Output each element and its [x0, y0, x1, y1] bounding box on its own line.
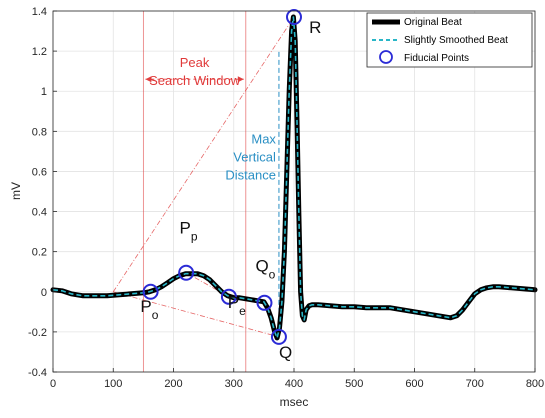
x-tick-label: 700: [466, 378, 484, 390]
annotation-po-main: P: [140, 297, 151, 316]
legend: Original Beat Slightly Smoothed Beat Fid…: [366, 12, 533, 68]
fiducial-point-marker: [178, 264, 195, 281]
max-distance-label-line: Max: [251, 131, 276, 146]
x-tick-label: 100: [104, 378, 122, 390]
x-tick-label: 0: [50, 378, 56, 390]
y-tick-label: 0.4: [32, 207, 47, 219]
annotation-pp-main: P: [180, 219, 191, 238]
peak-window-label-line: Peak: [180, 55, 210, 70]
fiducial-point-marker: [220, 288, 237, 305]
annotation-pe-sub: e: [239, 304, 246, 318]
annotation-pp: Pp: [180, 219, 198, 244]
annotation-qo-main: Q: [255, 257, 268, 276]
max-distance-label-line: Vertical: [233, 149, 276, 164]
y-tick-label: -0.2: [28, 327, 47, 339]
peak-window-label-line: Search Window: [149, 73, 241, 88]
annotation-qo: Qo: [255, 257, 275, 282]
search-window-arrow-left: [145, 76, 152, 83]
y-tick-label: 0.8: [32, 126, 47, 138]
annotation-pe-main: P: [228, 293, 239, 312]
series-line-smoothed-beat: [52, 16, 536, 339]
y-tick-label: 0.6: [32, 166, 47, 178]
fiducial-point-marker: [270, 328, 287, 345]
x-tick-label: 200: [164, 378, 182, 390]
legend-label-original: Original Beat: [404, 17, 462, 28]
annotation-pp-sub: p: [191, 230, 198, 244]
annotation-q-main: Q: [279, 343, 292, 362]
search-window-arrow-right: [237, 76, 244, 83]
fiducial-point-marker: [142, 283, 159, 300]
annotation-po: Po: [140, 297, 158, 322]
x-axis-label: msec: [280, 395, 309, 409]
series-layer: [50, 14, 538, 341]
x-tick-label: 600: [405, 378, 423, 390]
y-tick-label: 0: [41, 287, 47, 299]
y-tick-label: 1.2: [32, 46, 47, 58]
legend-swatch-fiducial: [379, 50, 393, 64]
legend-label-smoothed: Slightly Smoothed Beat: [404, 35, 508, 46]
guide-line: [112, 16, 295, 292]
y-tick-label: 0.2: [32, 247, 47, 259]
y-tick-label: 1.4: [32, 6, 47, 18]
fiducial-markers: [142, 9, 302, 345]
x-tick-label: 300: [225, 378, 243, 390]
annotation-po-sub: o: [152, 308, 159, 322]
annotation-r-main: R: [309, 18, 321, 37]
y-axis-label: mV: [9, 182, 23, 200]
annotation-pe: Pe: [228, 293, 246, 318]
guide-line: [113, 291, 280, 338]
y-tick-label: 1: [41, 86, 47, 98]
x-tick-label: 500: [345, 378, 363, 390]
x-tick-label: 400: [285, 378, 303, 390]
fiducial-point-marker: [256, 294, 273, 311]
annotation-q: Q: [279, 343, 292, 362]
annotation-r: R: [309, 18, 321, 37]
fiducial-point-marker: [286, 9, 302, 26]
x-tick-label: 800: [526, 378, 544, 390]
annotation-qo-sub: o: [269, 268, 276, 282]
legend-label-fiducial: Fiducial Points: [404, 53, 469, 64]
y-tick-label: -0.4: [28, 367, 47, 379]
tick-labels: 0 100 200 300 400 500 600 700 800 -0.4 -0.2 0 0.2 0.4…: [28, 6, 544, 390]
max-distance-label-line: Distance: [225, 167, 276, 182]
